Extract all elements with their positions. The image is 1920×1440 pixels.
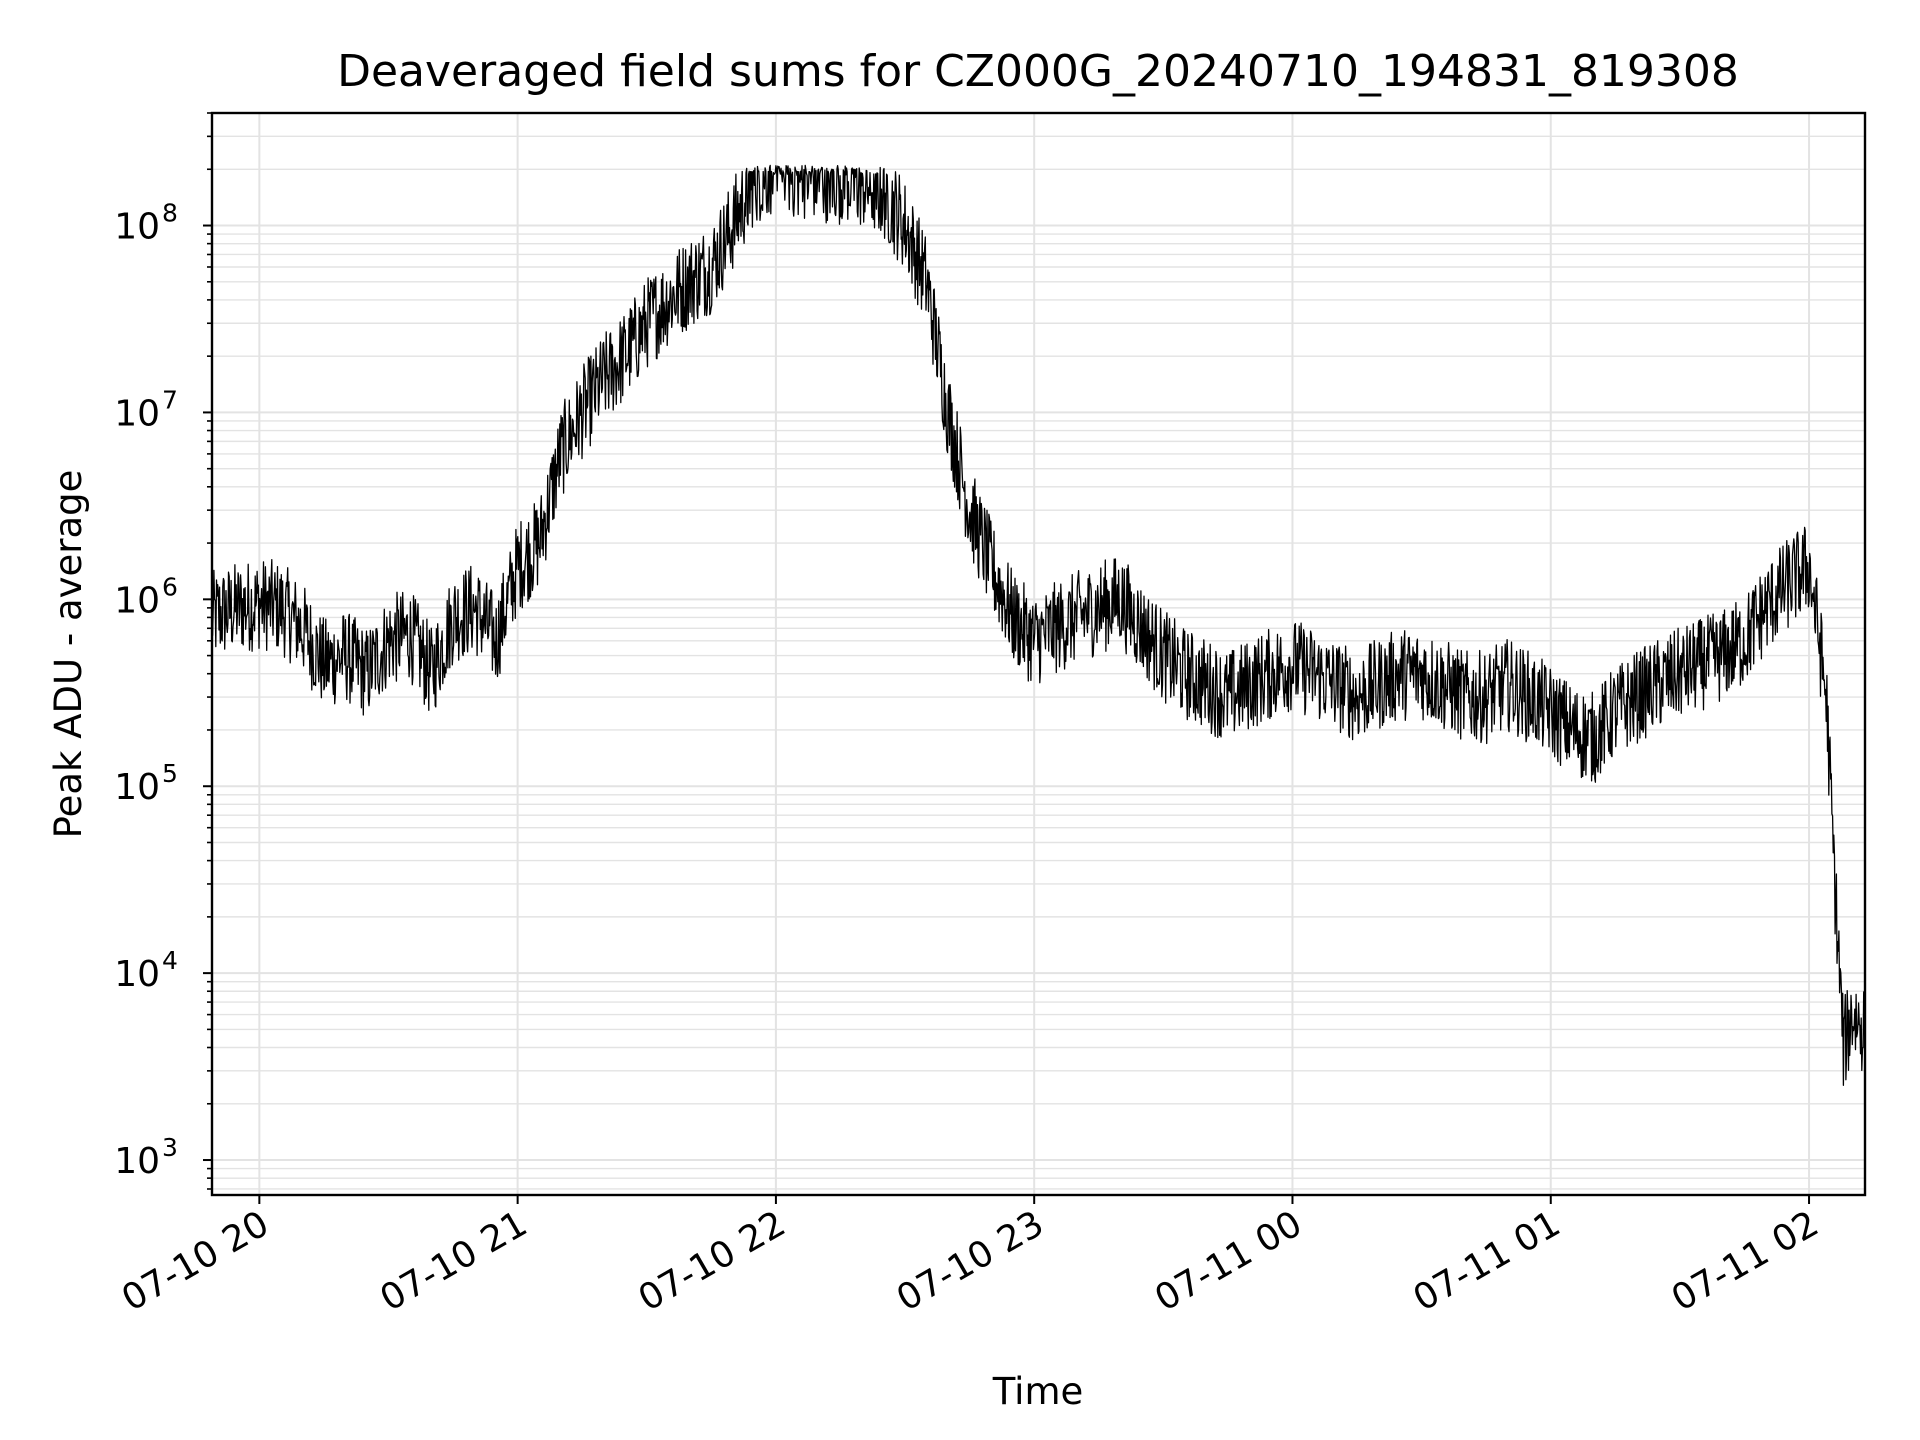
y-tick-exponent: 8 — [162, 199, 178, 228]
y-tick-exponent: 6 — [162, 572, 178, 601]
y-tick-exponent: 4 — [162, 946, 178, 975]
x-axis-label: Time — [992, 1370, 1084, 1413]
y-tick-base: 10 — [114, 393, 160, 434]
y-tick-label: 10 3 — [114, 1133, 178, 1182]
y-tick-label: 10 7 — [114, 385, 178, 434]
y-tick-exponent: 7 — [162, 385, 178, 414]
y-tick-exponent: 3 — [162, 1133, 178, 1162]
chart-title: Deaveraged field sums for CZ000G_2024071… — [337, 46, 1739, 97]
y-tick-exponent: 5 — [162, 759, 178, 788]
series-line — [211, 164, 1866, 1086]
y-tick-base: 10 — [114, 207, 160, 248]
y-tick-base: 10 — [114, 767, 160, 808]
y-tick-label: 10 8 — [114, 199, 178, 248]
grid — [212, 112, 1865, 1195]
plot-frame — [210, 111, 1867, 1197]
y-axis-label: Peak ADU - average — [47, 470, 90, 839]
y-tick-label: 10 6 — [114, 572, 178, 621]
y-tick-base: 10 — [114, 580, 160, 621]
y-tick-base: 10 — [114, 954, 160, 995]
y-tick-base: 10 — [114, 1141, 160, 1182]
y-tick-label: 10 4 — [114, 946, 178, 995]
series-group — [211, 164, 1866, 1086]
y-tick-label: 10 5 — [114, 759, 178, 808]
axis-ticks — [203, 112, 1811, 1204]
